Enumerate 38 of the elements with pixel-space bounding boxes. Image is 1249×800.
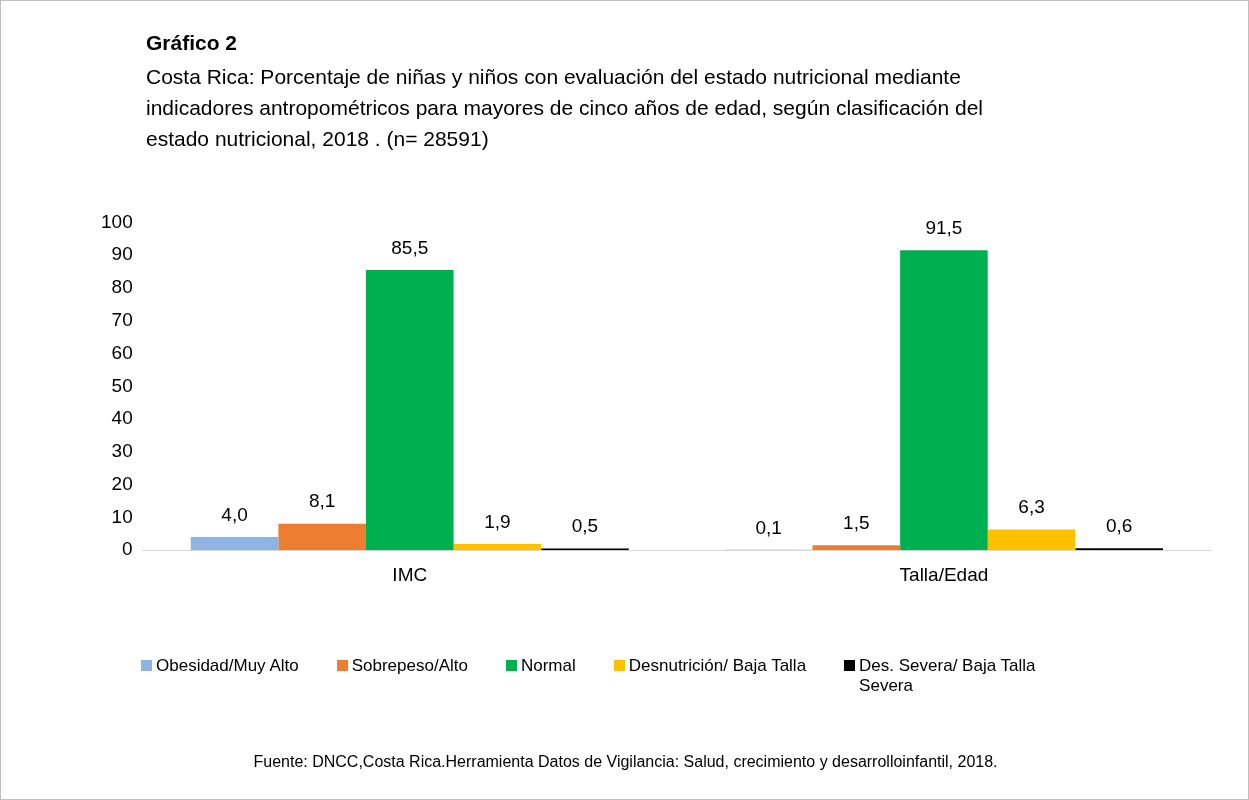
data-label: 0,5 — [571, 515, 599, 537]
bar — [365, 269, 454, 551]
source-note: Fuente: DNCC,Costa Rica.Herramienta Datos de Vigilancia: Salud, crecimiento y desarrolloinfantil, 2018. — [252, 753, 999, 771]
data-label: 0,6 — [1105, 514, 1133, 536]
y-tick-label: 100 — [101, 210, 133, 232]
y-tick-label: 60 — [111, 341, 133, 363]
data-label: 0,1 — [755, 516, 782, 538]
bar — [453, 543, 542, 551]
y-tick-label: 10 — [111, 505, 133, 527]
y-tick-label: 20 — [111, 472, 133, 494]
data-label: 91,5 — [925, 217, 963, 238]
legend-label: Sobrepeso/Alto — [351, 656, 468, 676]
legend-label: Des. Severa/ Baja Talla Severa — [859, 656, 1037, 696]
legend-label: Normal — [520, 656, 576, 676]
bar — [278, 523, 366, 551]
y-tick-label: 30 — [111, 440, 133, 462]
y-tick-label: 90 — [111, 243, 133, 265]
y-tick-label: 50 — [111, 374, 133, 396]
data-label: 8,1 — [308, 490, 336, 512]
chart-subtitle: Costa Rica: Porcentaje de niñas y niños con evaluación del estado nutricional mediante indicadores antropométricos para mayores de cinco años de edad, según clasificación del estado nutricional, 2018 . (n= 28591) — [146, 64, 984, 152]
legend-label: Desnutrición/ Baja Talla — [628, 656, 807, 676]
x-tick-label: IMC — [392, 563, 428, 585]
data-label: 85,5 — [391, 236, 429, 258]
data-label: 1,5 — [843, 512, 870, 534]
y-tick-label: 80 — [111, 276, 133, 298]
bar — [812, 545, 901, 551]
y-tick-label: 70 — [111, 308, 133, 330]
chart-title: Gráfico 2 — [146, 31, 238, 55]
data-label: 4,0 — [221, 503, 248, 525]
bar — [900, 250, 988, 551]
data-label: 1,9 — [484, 510, 511, 532]
x-tick-label: Talla/Edad — [899, 563, 989, 585]
bar — [190, 537, 279, 551]
legend-label: Obesidad/Muy Alto — [156, 656, 299, 676]
y-tick-label: 0 — [122, 538, 133, 560]
bar — [987, 529, 1076, 551]
data-label: 6,3 — [1018, 496, 1045, 518]
y-tick-label: 40 — [111, 407, 133, 429]
